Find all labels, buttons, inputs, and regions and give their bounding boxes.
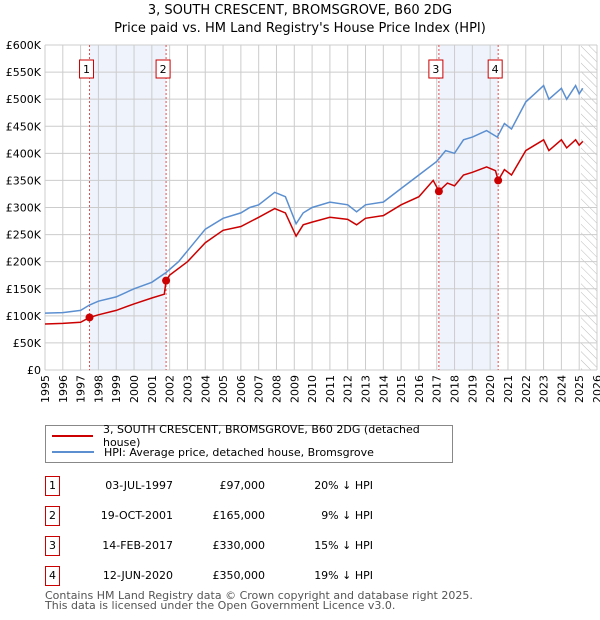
sale-point <box>85 313 94 322</box>
y-tick-label: £300K <box>6 202 42 215</box>
x-tick-label: 2023 <box>538 375 551 403</box>
transaction-hpi: 19% ↓ HPI <box>314 569 373 582</box>
x-tick-label: 2024 <box>555 375 568 403</box>
y-tick-label: £450K <box>6 120 42 133</box>
x-tick-label: 1997 <box>75 375 88 403</box>
sale-label-box <box>487 59 503 79</box>
x-tick-label: 2014 <box>377 375 390 403</box>
x-tick-label: 2013 <box>360 375 373 403</box>
transaction-price: £165,000 <box>212 509 266 522</box>
transaction-hpi: 15% ↓ HPI <box>314 539 373 552</box>
y-tick-label: £400K <box>6 147 42 160</box>
sale-label-box <box>155 59 171 79</box>
transaction-date: 14-FEB-2017 <box>102 539 173 552</box>
transaction-price: £97,000 <box>219 479 266 492</box>
legend-hpi: HPI: Average price, detached house, Brom… <box>104 445 374 459</box>
transaction-num: 4 <box>45 566 60 586</box>
x-tick-label: 2001 <box>146 375 159 403</box>
chart-subtitle: Price paid vs. HM Land Registry's House … <box>114 21 486 36</box>
series-line <box>44 138 584 325</box>
x-tick-label: 1995 <box>39 375 52 403</box>
transaction-num: 3 <box>45 536 60 556</box>
x-tick-label: 2021 <box>502 375 515 403</box>
transaction-num: 1 <box>45 476 60 496</box>
sale-label-box <box>79 59 95 79</box>
transaction-date: 03-JUL-1997 <box>105 479 173 492</box>
sale-label: 1 <box>83 63 90 76</box>
x-tick-label: 2000 <box>128 375 141 403</box>
y-tick-label: £0 <box>27 364 41 377</box>
sale-point <box>162 276 171 285</box>
transaction-price: £350,000 <box>212 569 266 582</box>
price-chart: 1995 1996 1997 1998 1999 2000 2001 2002 2003 2004… <box>6 39 600 403</box>
x-tick-label: 2025 <box>573 375 586 403</box>
x-tick-label: 2005 <box>217 375 230 403</box>
x-tick-label: 2020 <box>484 375 497 403</box>
x-tick-label: 2019 <box>466 375 479 403</box>
transaction-date: 12-JUN-2020 <box>102 569 173 582</box>
sale-point <box>434 187 443 196</box>
y-tick-label: £600K <box>6 39 42 52</box>
sale-point <box>494 176 503 185</box>
transaction-row: 2 19-OCT-2001 £165,000 9% ↓ HPI <box>45 506 465 526</box>
legend-blue-line <box>52 451 94 453</box>
x-tick-label: 2015 <box>395 375 408 403</box>
legend-property: 3, SOUTH CRESCENT, BROMSGROVE, B60 2DG (… <box>102 423 420 449</box>
sale-label: 2 <box>160 63 167 76</box>
transaction-row: 4 12-JUN-2020 £350,000 19% ↓ HPI <box>45 566 465 586</box>
sale-label: 3 <box>432 63 439 76</box>
x-tick-label: 2016 <box>413 375 426 403</box>
x-tick-label: 2012 <box>342 375 355 403</box>
chart-title: 3, SOUTH CRESCENT, BROMSGROVE, B60 2DG <box>147 3 453 18</box>
footer-line1: Contains HM Land Registry data © Crown c… <box>45 589 473 602</box>
transaction-hpi: 9% ↓ HPI <box>321 509 373 522</box>
legend: 3, SOUTH CRESCENT, BROMSGROVE, B60 2DG (… <box>45 423 453 463</box>
series-line <box>44 84 584 314</box>
x-tick-label: 2004 <box>199 375 212 403</box>
x-tick-label: 1996 <box>57 375 70 403</box>
x-tick-label: 2026 <box>591 375 600 403</box>
y-tick-label: £350K <box>6 174 42 187</box>
legend-red-line <box>52 435 93 437</box>
x-tick-label: 2003 <box>181 375 194 403</box>
y-tick-label: £550K <box>6 66 42 79</box>
y-tick-label: £150K <box>6 283 42 296</box>
x-tick-label: 2008 <box>270 375 283 403</box>
sale-label-box <box>428 59 444 79</box>
x-tick-label: 2011 <box>324 375 337 403</box>
x-tick-label: 2007 <box>253 375 266 403</box>
x-tick-label: 2018 <box>449 375 462 403</box>
transaction-hpi: 20% ↓ HPI <box>314 479 373 492</box>
sale-label: 4 <box>492 63 499 76</box>
x-tick-label: 2006 <box>235 375 248 403</box>
x-tick-label: 1998 <box>92 375 105 403</box>
x-tick-label: 1999 <box>110 375 123 403</box>
x-tick-label: 2009 <box>288 375 301 403</box>
y-tick-label: £500K <box>6 93 42 106</box>
transaction-date: 19-OCT-2001 <box>100 509 173 522</box>
x-tick-label: 2022 <box>520 375 533 403</box>
x-tick-label: 2010 <box>306 375 319 403</box>
transaction-row: 3 14-FEB-2017 £330,000 15% ↓ HPI <box>45 536 465 556</box>
footer-line2: This data is licensed under the Open Gov… <box>45 599 396 612</box>
y-tick-label: £100K <box>6 310 42 323</box>
y-tick-label: £250K <box>6 229 42 242</box>
transaction-price: £330,000 <box>212 539 266 552</box>
x-tick-label: 2002 <box>164 375 177 403</box>
y-tick-label: £200K <box>6 256 42 269</box>
x-tick-label: 2017 <box>431 375 444 403</box>
transaction-row: 1 03-JUL-1997 £97,000 20% ↓ HPI <box>45 476 465 496</box>
y-tick-label: £50K <box>13 337 42 350</box>
transaction-num: 2 <box>45 506 60 526</box>
